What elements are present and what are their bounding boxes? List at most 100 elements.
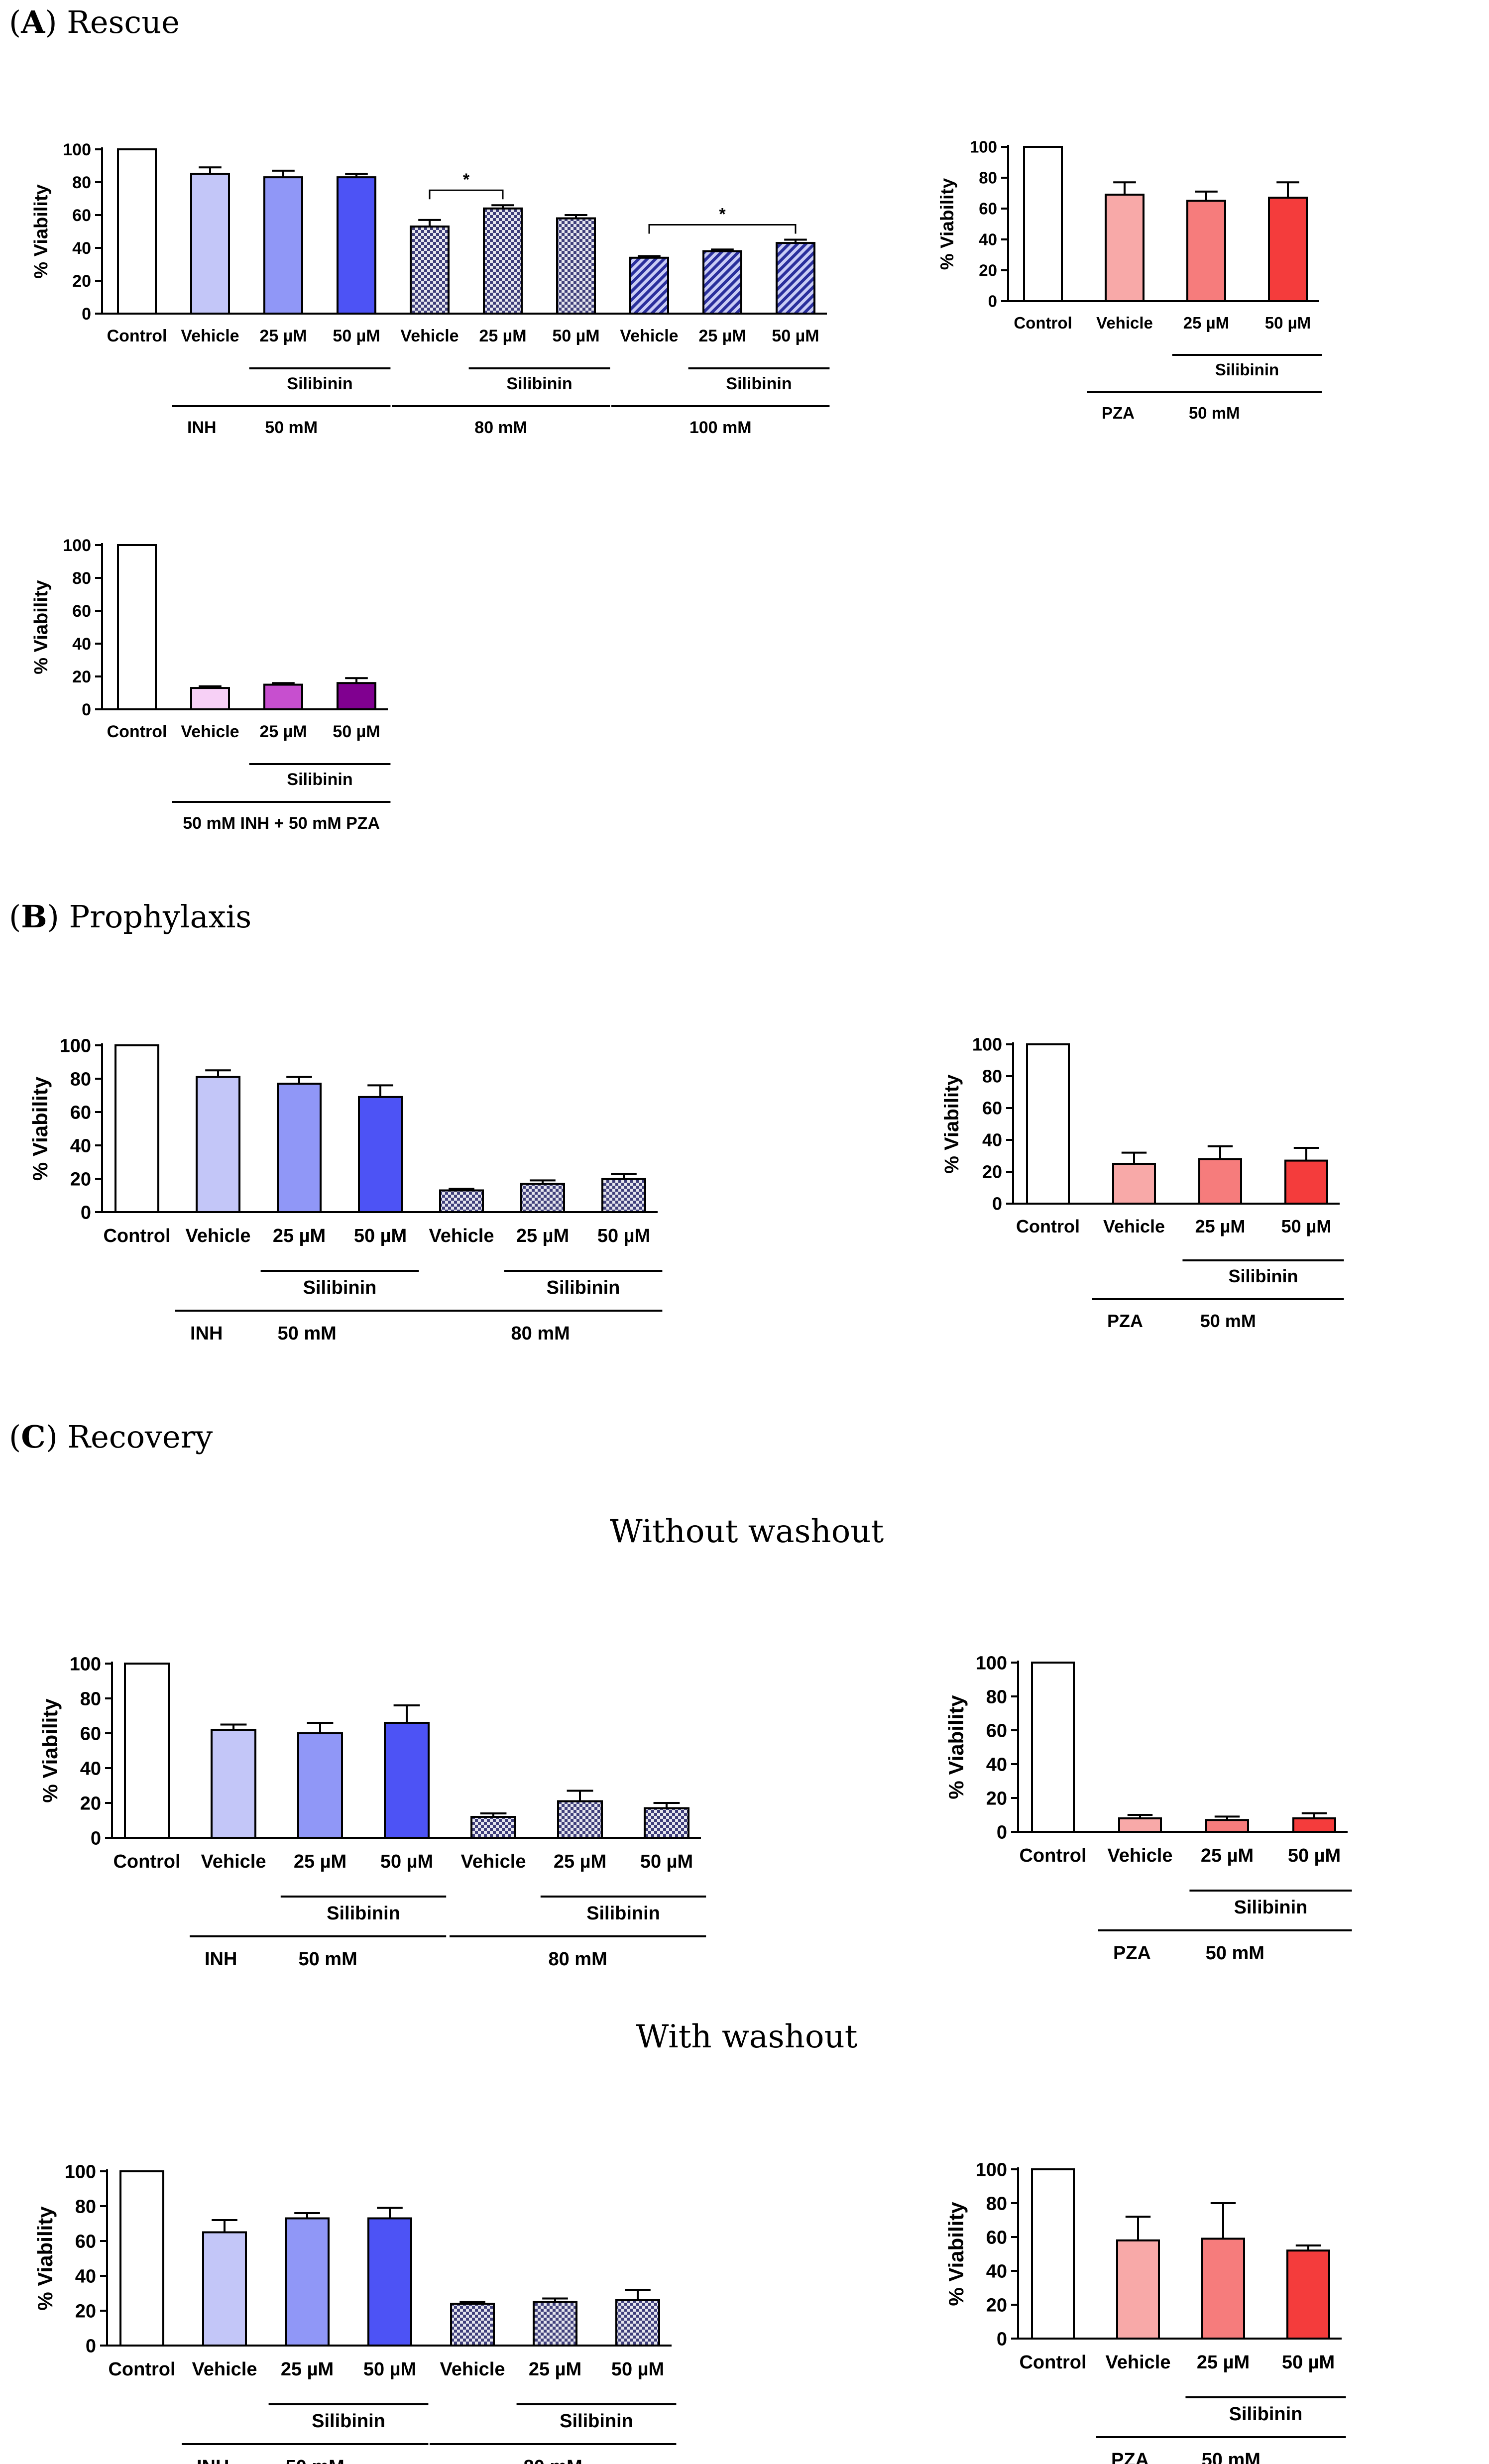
bar xyxy=(119,2170,164,2347)
category-label: 25 µM xyxy=(281,2359,334,2380)
bar xyxy=(557,1800,603,1839)
chart-rescue-combo: % Viability 0 20 40 60 80 100 Control Vehicle 25 … xyxy=(31,536,391,833)
silibinin-label: Silibinin xyxy=(1215,360,1279,379)
y-tick-label: 60 xyxy=(986,1720,1007,1741)
category-label: Vehicle xyxy=(186,1226,251,1246)
category-label: Vehicle xyxy=(1096,314,1153,332)
dose-label: 80 mM xyxy=(511,1323,570,1344)
silibinin-label: Silibinin xyxy=(1229,1266,1298,1286)
category-label: Vehicle xyxy=(440,2359,505,2380)
category-label: 25 µM xyxy=(698,327,746,345)
category-label: 25 µM xyxy=(1201,1845,1254,1866)
y-tick-label: 80 xyxy=(979,169,997,187)
category-label: 25 µM xyxy=(259,722,307,741)
bar xyxy=(277,1083,322,1214)
y-tick-label: 60 xyxy=(982,1098,1002,1119)
dose-label: 80 mM xyxy=(524,2457,582,2464)
category-label: Control xyxy=(1019,1845,1086,1866)
bar xyxy=(629,256,669,315)
y-tick-label: 100 xyxy=(70,1654,101,1675)
y-tick-label: 100 xyxy=(65,2161,96,2182)
y-tick-label: 20 xyxy=(72,668,91,686)
category-label: Control xyxy=(103,1226,170,1246)
dose-label: 50 mM xyxy=(1200,1311,1256,1331)
chart-recovery-nowash-pza: % Viability 0 20 40 60 80 100 Control Vehicle 25 … xyxy=(944,1653,1352,1964)
y-tick-label: 0 xyxy=(82,700,91,719)
y-tick-label: 60 xyxy=(72,206,91,225)
y-tick-label: 80 xyxy=(80,1688,101,1709)
category-label: Control xyxy=(113,1851,180,1872)
y-tick-label: 80 xyxy=(72,173,91,192)
silibinin-label: Silibinin xyxy=(1229,2404,1303,2425)
bar xyxy=(1292,1817,1336,1833)
dose-label: 80 mM xyxy=(548,1949,607,1970)
chart-prophylaxis-pza: % Viability 0 20 40 60 80 100 Control Vehicle 25 … xyxy=(941,1034,1344,1331)
y-tick-label: 100 xyxy=(63,140,91,159)
bar xyxy=(337,176,376,315)
bar xyxy=(297,1732,343,1839)
drug-label: INH xyxy=(197,2457,229,2464)
category-label: 25 µM xyxy=(259,327,307,345)
category-label: 25 µM xyxy=(479,327,526,345)
y-tick-label: 40 xyxy=(70,1135,91,1156)
y-axis-label: % Viability xyxy=(33,2206,57,2311)
y-tick-label: 20 xyxy=(72,272,91,291)
bar xyxy=(776,242,815,315)
bar xyxy=(533,2301,577,2347)
category-label: Vehicle xyxy=(192,2359,257,2380)
y-tick-label: 20 xyxy=(75,2301,96,2322)
dose-label: 50 mM xyxy=(265,418,318,437)
y-tick-label: 100 xyxy=(63,536,91,555)
y-tick-label: 40 xyxy=(72,635,91,654)
y-tick-label: 80 xyxy=(986,2193,1007,2214)
y-tick-label: 60 xyxy=(80,1723,101,1744)
y-tick-label: 0 xyxy=(91,1828,101,1849)
significance-bracket xyxy=(648,224,797,234)
bar xyxy=(1031,2168,1075,2340)
category-label: Vehicle xyxy=(620,327,678,345)
subtitle-with-washout: With washout xyxy=(636,2018,858,2055)
y-tick-label: 40 xyxy=(72,239,91,258)
bar xyxy=(115,1044,159,1213)
category-label: Vehicle xyxy=(1103,1216,1165,1236)
section-title-c: (C) Recovery xyxy=(9,1419,213,1455)
bar xyxy=(117,544,157,710)
y-axis-label: % Viability xyxy=(38,1698,62,1803)
silibinin-label: Silibinin xyxy=(327,1903,400,1924)
category-label: Vehicle xyxy=(461,1851,526,1872)
significance-star: * xyxy=(463,170,470,189)
y-tick-label: 100 xyxy=(976,1653,1007,1674)
category-label: Control xyxy=(108,2359,175,2380)
category-label: Control xyxy=(1016,1216,1080,1236)
bar xyxy=(1118,1817,1162,1833)
category-label: 50 µM xyxy=(597,1226,650,1246)
y-tick-label: 20 xyxy=(986,1788,1007,1809)
drug-label: INH xyxy=(187,418,217,437)
bar xyxy=(439,1189,484,1213)
drug-label: INH xyxy=(205,1949,237,1970)
silibinin-label: Silibinin xyxy=(560,2411,633,2432)
silibinin-label: Silibinin xyxy=(287,770,352,789)
category-label: 50 µM xyxy=(1288,1845,1341,1866)
y-tick-label: 0 xyxy=(992,1194,1002,1214)
bar xyxy=(124,1663,170,1839)
y-tick-label: 0 xyxy=(997,2329,1007,2350)
category-label: 50 µM xyxy=(611,2359,664,2380)
category-label: Vehicle xyxy=(201,1851,266,1872)
y-tick-label: 80 xyxy=(75,2196,96,2217)
dose-label: 50 mM xyxy=(1202,2450,1260,2464)
silibinin-label: Silibinin xyxy=(547,1277,620,1298)
y-tick-label: 0 xyxy=(997,1822,1007,1843)
dose-label: 100 mM xyxy=(689,418,752,437)
category-label: 50 µM xyxy=(354,1226,407,1246)
bar xyxy=(1031,1662,1075,1833)
category-label: 50 µM xyxy=(772,327,819,345)
y-tick-label: 0 xyxy=(81,1202,91,1223)
y-tick-label: 80 xyxy=(982,1066,1002,1087)
category-label: 25 µM xyxy=(273,1226,326,1246)
category-label: 50 µM xyxy=(363,2359,416,2380)
dose-label: 50 mM xyxy=(1206,1943,1264,1964)
bar xyxy=(615,2299,660,2347)
drug-label: INH xyxy=(190,1323,223,1344)
